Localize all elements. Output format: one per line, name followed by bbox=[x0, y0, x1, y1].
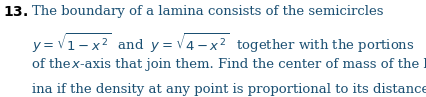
Text: of the: of the bbox=[32, 58, 75, 71]
Text: $y = \sqrt{1-x^{\,2}}$  and  $y = \sqrt{4-x^{\,2}}$  together with the portions: $y = \sqrt{1-x^{\,2}}$ and $y = \sqrt{4-… bbox=[32, 31, 414, 55]
Text: -axis that join them. Find the center of mass of the lam-: -axis that join them. Find the center of… bbox=[80, 58, 426, 71]
Text: ina if the density at any point is proportional to its distance: ina if the density at any point is propo… bbox=[32, 83, 426, 96]
Text: $\mathbf{13.}$: $\mathbf{13.}$ bbox=[3, 5, 29, 19]
Text: The boundary of a lamina consists of the semicircles: The boundary of a lamina consists of the… bbox=[32, 5, 383, 18]
Text: $x$: $x$ bbox=[71, 58, 81, 71]
